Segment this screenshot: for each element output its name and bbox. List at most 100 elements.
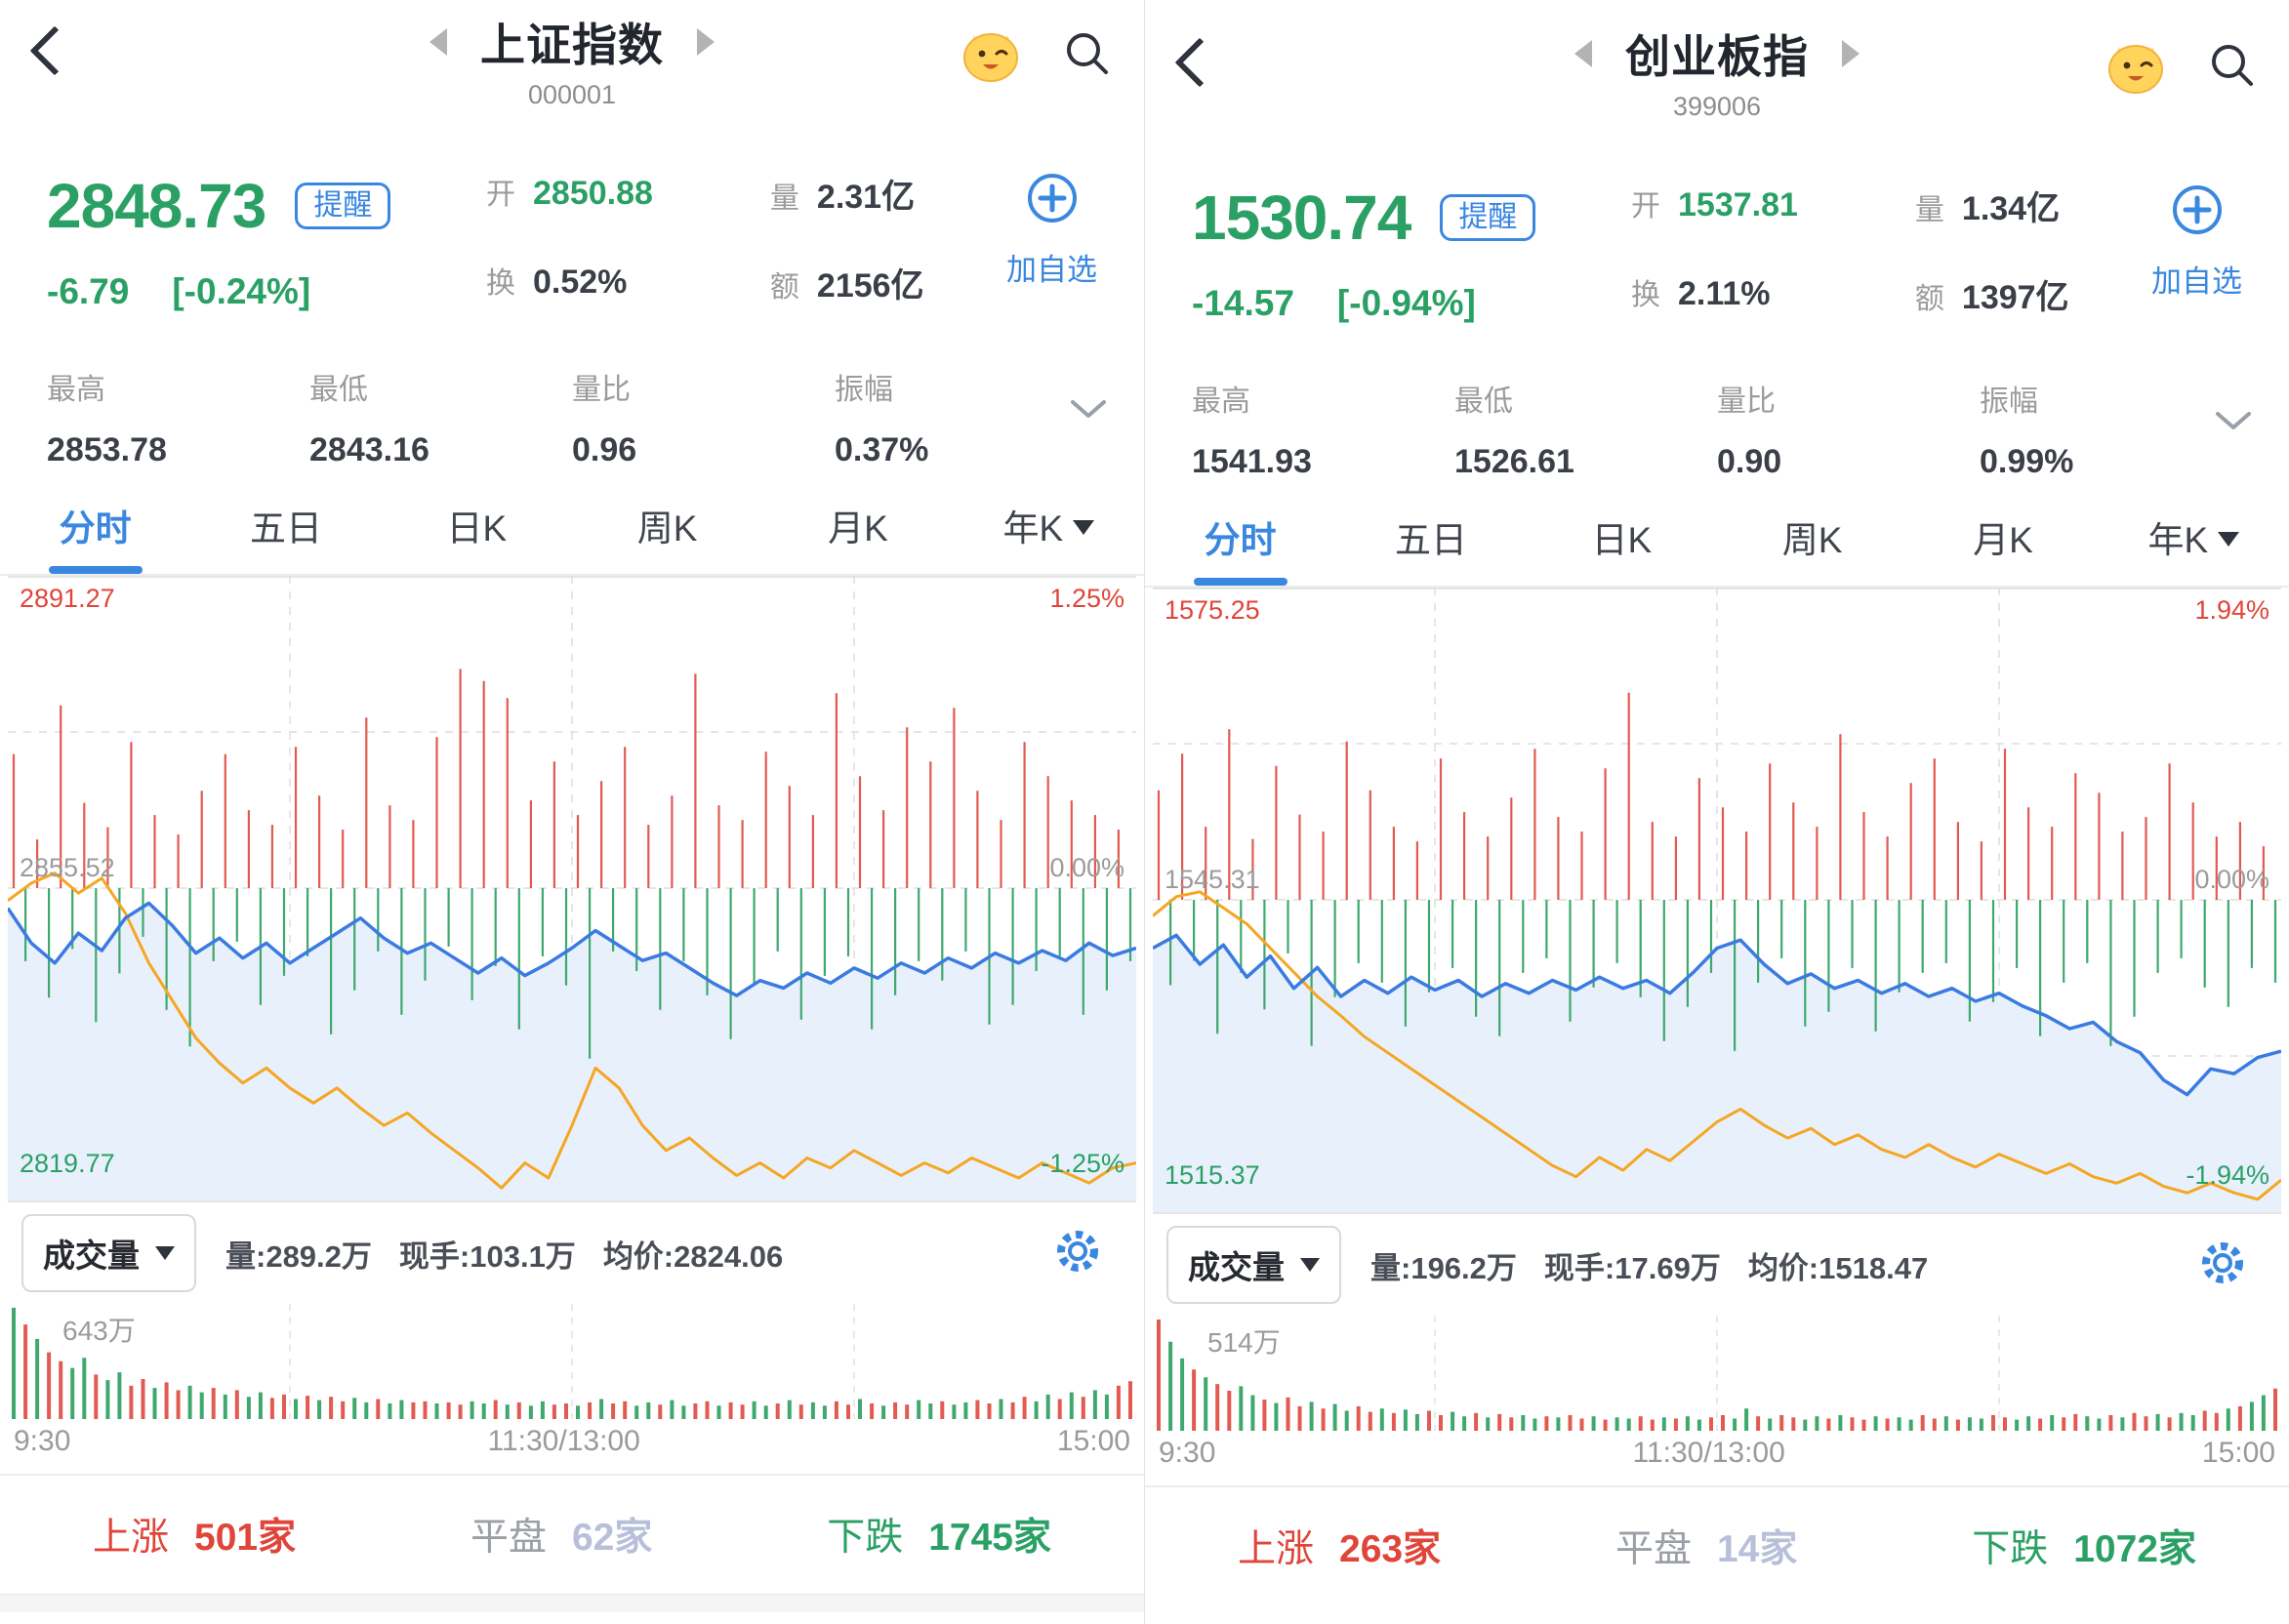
- tab-yearly-k-label: 年K: [1002, 508, 1064, 548]
- open-label: 开: [1631, 190, 1660, 223]
- tab-five-day[interactable]: 五日: [1335, 488, 1526, 586]
- tab-minute[interactable]: 分时: [0, 476, 190, 574]
- tab-more-caret-icon: [2218, 531, 2240, 547]
- alert-button[interactable]: 提醒: [1440, 194, 1536, 241]
- advancers-label: 上涨: [93, 1517, 170, 1559]
- metric-volume: 量:196.2万: [1370, 1250, 1517, 1285]
- minute-chart-svg: [1153, 588, 2281, 1212]
- axis-high-price: 2891.27: [20, 584, 115, 613]
- tab-minute[interactable]: 分时: [1145, 488, 1335, 586]
- add-watchlist-button[interactable]: 加自选: [1006, 170, 1097, 340]
- unchanged-stat[interactable]: 平盘 62家: [470, 1507, 652, 1562]
- volume-chart[interactable]: 643万: [8, 1304, 1136, 1419]
- add-watchlist-label: 加自选: [2151, 264, 2242, 299]
- index-detail-panel: 上证指数 000001: [0, 0, 1144, 1612]
- change-percent: [-0.24%]: [172, 271, 311, 311]
- indicator-caret-icon: [155, 1246, 175, 1260]
- advancers-stat[interactable]: 上涨 263家: [1238, 1519, 1441, 1573]
- search-icon[interactable]: [2205, 38, 2260, 98]
- axis-low-price: 2819.77: [20, 1149, 115, 1178]
- metric-current: 现手:17.69万: [1543, 1250, 1721, 1285]
- minute-chart[interactable]: 2891.27 1.25% 2855.52 0.00% 2819.77 -1.2…: [8, 576, 1136, 1202]
- tab-yearly-k-label: 年K: [2147, 520, 2209, 560]
- last-price: 1530.74: [1192, 183, 1411, 253]
- next-index-icon[interactable]: [697, 28, 715, 56]
- mascot-icon[interactable]: [2104, 33, 2168, 102]
- low-label: 最低: [1454, 386, 1513, 418]
- add-watchlist-button[interactable]: 加自选: [2151, 182, 2242, 351]
- unchanged-count: 62家: [571, 1517, 653, 1559]
- last-price: 2848.73: [47, 171, 266, 241]
- mascot-icon[interactable]: [959, 21, 1023, 91]
- volume-label: 量: [769, 183, 799, 215]
- axis-mid-price: 1545.31: [1165, 865, 1260, 894]
- change-value: -14.57: [1192, 283, 1294, 323]
- time-noon: 11:30/13:00: [487, 1425, 640, 1457]
- gear-icon[interactable]: [2195, 1236, 2250, 1295]
- volume-ratio-label: 量比: [572, 374, 631, 406]
- tab-minute-label: 分时: [59, 508, 132, 548]
- tab-daily-k[interactable]: 日K: [1527, 488, 1717, 586]
- index-title: 上证指数: [480, 20, 664, 70]
- volume-metrics: 量:196.2万 现手:17.69万 均价:1518.47: [1370, 1243, 1928, 1287]
- unchanged-stat[interactable]: 平盘 14家: [1615, 1519, 1797, 1573]
- decliners-stat[interactable]: 下跌 1745家: [827, 1507, 1051, 1562]
- header-title-block: 创业板指 399006: [1145, 21, 2289, 122]
- minute-chart-svg: [8, 576, 1136, 1200]
- tab-daily-k-label: 日K: [1591, 520, 1653, 560]
- header-bar: 上证指数 000001: [0, 0, 1144, 109]
- volume-chart[interactable]: 514万: [1153, 1316, 2281, 1431]
- metric-avg-price: 均价:1518.47: [1747, 1250, 1929, 1285]
- open-value: 1537.81: [1678, 186, 1798, 223]
- tab-yearly-k[interactable]: 年K: [954, 476, 1144, 574]
- chevron-down-icon[interactable]: [1068, 396, 1109, 426]
- change-value: -6.79: [47, 271, 130, 311]
- next-index-icon[interactable]: [1842, 40, 1860, 67]
- quote-grid: 开 2850.88 量 2.31亿 换 0.52% 额 2156亿: [486, 170, 924, 340]
- volume-ratio-value: 0.96: [572, 431, 637, 468]
- prev-index-icon[interactable]: [1574, 40, 1592, 67]
- tab-monthly-k[interactable]: 月K: [762, 476, 953, 574]
- prev-index-icon[interactable]: [429, 28, 447, 56]
- decliners-stat[interactable]: 下跌 1072家: [1972, 1519, 2196, 1573]
- chevron-down-icon[interactable]: [2213, 408, 2254, 438]
- price-change: -14.57 [-0.94%]: [1192, 283, 1621, 324]
- gear-icon[interactable]: [1050, 1224, 1105, 1283]
- amount-value: 2156亿: [816, 267, 924, 304]
- volume-chart-svg: [1157, 1316, 2277, 1431]
- time-axis: 9:30 11:30/13:00 15:00: [0, 1419, 1144, 1466]
- time-noon: 11:30/13:00: [1632, 1437, 1785, 1469]
- amplitude-value: 0.99%: [1980, 443, 2074, 480]
- tab-daily-k[interactable]: 日K: [382, 476, 572, 574]
- indicator-caret-icon: [1300, 1258, 1320, 1272]
- metric-current: 现手:103.1万: [398, 1238, 576, 1274]
- chart-period-tabs: 分时 五日 日K 周K 月K 年K: [1145, 488, 2289, 588]
- turnover-value: 0.52%: [533, 264, 628, 301]
- tab-yearly-k[interactable]: 年K: [2099, 488, 2289, 586]
- tab-monthly-k[interactable]: 月K: [1907, 488, 2098, 586]
- header-title-block: 上证指数 000001: [0, 10, 1144, 110]
- tab-five-day[interactable]: 五日: [190, 476, 381, 574]
- add-plus-icon: [1024, 170, 1081, 231]
- time-open: 9:30: [14, 1425, 71, 1457]
- indicator-select-button[interactable]: 成交量: [21, 1214, 196, 1292]
- section-divider: [1145, 1485, 2289, 1487]
- indicator-select-label: 成交量: [1188, 1249, 1285, 1285]
- search-icon[interactable]: [1060, 26, 1115, 86]
- volume-label: 量: [1914, 194, 1944, 226]
- unchanged-count: 14家: [1716, 1528, 1798, 1570]
- time-close: 15:00: [1056, 1425, 1130, 1457]
- tab-weekly-k[interactable]: 周K: [1717, 488, 1907, 586]
- tab-five-day-label: 五日: [249, 508, 322, 548]
- advancers-stat[interactable]: 上涨 501家: [93, 1507, 296, 1562]
- alert-button[interactable]: 提醒: [295, 183, 391, 229]
- minute-chart[interactable]: 1575.25 1.94% 1545.31 0.00% 1515.37 -1.9…: [1153, 588, 2281, 1214]
- tab-weekly-k[interactable]: 周K: [572, 476, 762, 574]
- indicator-select-button[interactable]: 成交量: [1166, 1226, 1341, 1304]
- tab-daily-k-label: 日K: [446, 508, 508, 548]
- unchanged-label: 平盘: [1615, 1528, 1692, 1570]
- high-value: 1541.93: [1192, 443, 1312, 480]
- axis-high-pct: 1.25%: [1049, 584, 1124, 613]
- home-indicator-strip: [0, 1594, 1144, 1612]
- amount-label: 额: [769, 271, 799, 304]
